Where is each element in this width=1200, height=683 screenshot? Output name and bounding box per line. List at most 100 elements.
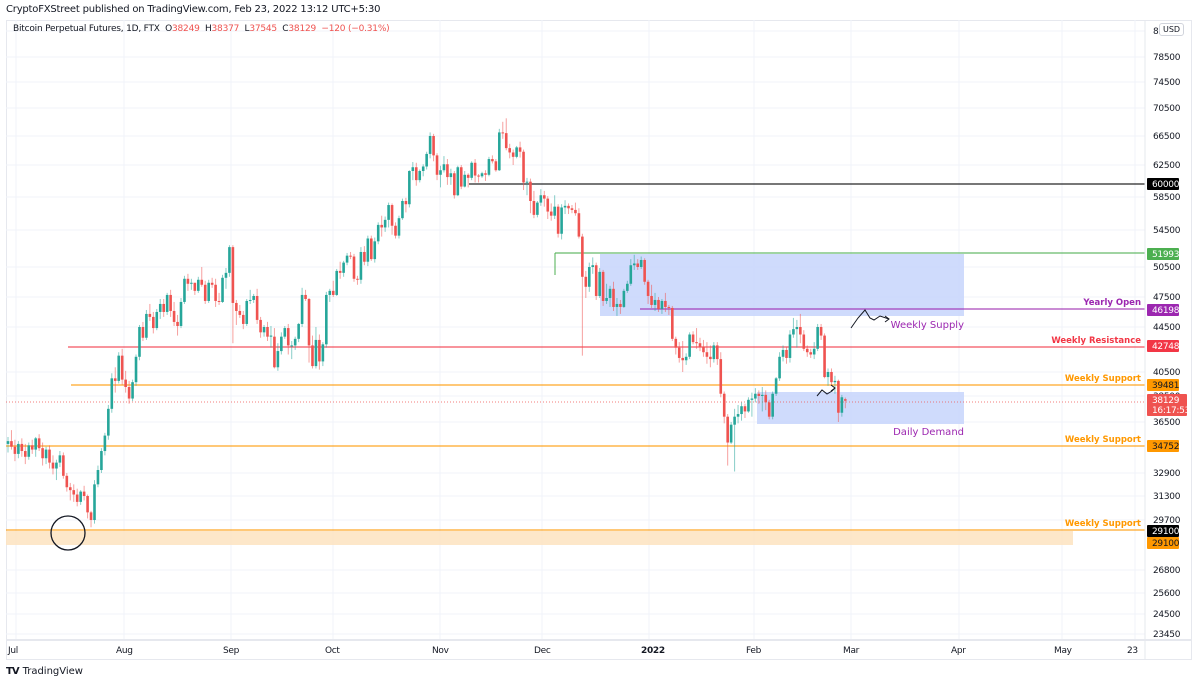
candle-body (186, 278, 190, 284)
candle-body (269, 335, 273, 337)
candle-body (785, 349, 788, 358)
candle-body (767, 402, 771, 417)
candle-body (345, 255, 349, 263)
candle-body (165, 294, 169, 312)
candle-body (155, 311, 159, 329)
candle-body (698, 343, 702, 347)
price-label-value: 46198 (1152, 306, 1180, 316)
candle-body (553, 206, 556, 216)
open-value: 38249 (171, 24, 200, 34)
candle-body (176, 321, 179, 326)
candle-body (788, 334, 792, 358)
candle-body (560, 207, 563, 234)
candle-body (79, 491, 82, 502)
candle-body (487, 159, 491, 175)
squiggle-arrow-icon (850, 309, 890, 329)
candle-body (543, 195, 546, 199)
candle-body (124, 379, 127, 388)
candle-body (283, 328, 287, 337)
price-label-value: 29100 (1152, 539, 1180, 549)
zone-weekly-support-zone (6, 531, 1073, 545)
candle-body (127, 387, 131, 399)
candle-body (750, 398, 754, 400)
candle-body (504, 133, 508, 149)
candle-body (318, 339, 321, 362)
time-tick: Dec (534, 646, 551, 656)
price-label-value: 60000 (1152, 180, 1180, 190)
candle-body (100, 451, 103, 471)
candle-body (536, 202, 539, 215)
candle-body (193, 282, 197, 291)
candle-body (456, 167, 460, 196)
candle-body (570, 208, 574, 210)
candle-body (342, 262, 345, 273)
candle-body (674, 338, 678, 348)
symbol-name[interactable]: Bitcoin Perpetual Futures, 1D, FTX (13, 24, 160, 34)
candle-body (51, 462, 55, 469)
annotations-layer (50, 309, 890, 551)
chart-frame (6, 20, 1192, 660)
candle-body (425, 153, 428, 167)
candle-body (442, 164, 446, 171)
candle-body (646, 281, 650, 296)
tradingview-logo-icon[interactable]: TV (6, 666, 20, 677)
price-label-badge (1147, 178, 1179, 190)
price-tick: 62500 (1153, 161, 1181, 171)
candle-body (200, 279, 204, 285)
candle-body (677, 347, 681, 358)
candle-body (494, 161, 498, 171)
candle-body (529, 181, 532, 201)
candle-body (626, 283, 629, 291)
arrowhead-icon (830, 384, 836, 392)
candle-body (501, 132, 505, 134)
time-axis[interactable]: Jul Aug Sep Oct Nov Dec 2022 Feb Mar Apr May 23 (6, 639, 1192, 656)
candle-body (781, 349, 785, 357)
candle-body (103, 435, 107, 452)
candle-body (712, 345, 716, 360)
candle-body (799, 327, 802, 335)
price-tick: 58500 (1153, 193, 1181, 203)
candle-body (511, 152, 515, 157)
candle-body (55, 462, 58, 469)
price-tick: 36500 (1153, 418, 1181, 428)
candle-body (297, 323, 300, 339)
candle-body (6, 441, 10, 444)
candle-body (612, 288, 615, 307)
price-axis[interactable]: 8250078500745007050066500625005850054500… (1144, 20, 1190, 660)
tradingview-brand[interactable]: TradingView (22, 666, 83, 677)
candle-body (840, 397, 844, 413)
candle-body (217, 300, 221, 302)
candle-body (276, 351, 280, 368)
candle-body (383, 219, 387, 228)
candle-body (152, 316, 155, 329)
candle-body (138, 327, 141, 357)
candle-body (473, 162, 477, 176)
grid-lines (6, 20, 1145, 640)
candle-body (58, 455, 62, 463)
candle-body (235, 302, 238, 311)
candle-body (86, 496, 89, 513)
candle-body (172, 310, 176, 322)
time-tick: 23 (1127, 646, 1138, 656)
price-tick: 26800 (1153, 566, 1181, 576)
candle-body (148, 313, 152, 317)
candle-body (636, 263, 640, 267)
candle-body (82, 491, 86, 496)
zone-label: Weekly Supply (891, 320, 964, 331)
candle-body (162, 303, 165, 312)
candle-body (532, 200, 536, 215)
candle-body (68, 487, 72, 491)
candle-body (228, 247, 231, 273)
candle-body (24, 451, 27, 457)
price-tick: 23450 (1153, 630, 1181, 640)
candle-body (397, 218, 401, 236)
price-tick: 31300 (1153, 492, 1181, 502)
price-label-value: 51993 (1152, 250, 1179, 260)
candle-body (300, 294, 304, 324)
candle-body (141, 327, 145, 338)
currency-button[interactable]: USD (1159, 23, 1185, 36)
candle-body (584, 276, 588, 287)
candle-body (120, 355, 124, 380)
candle-body (293, 338, 297, 346)
